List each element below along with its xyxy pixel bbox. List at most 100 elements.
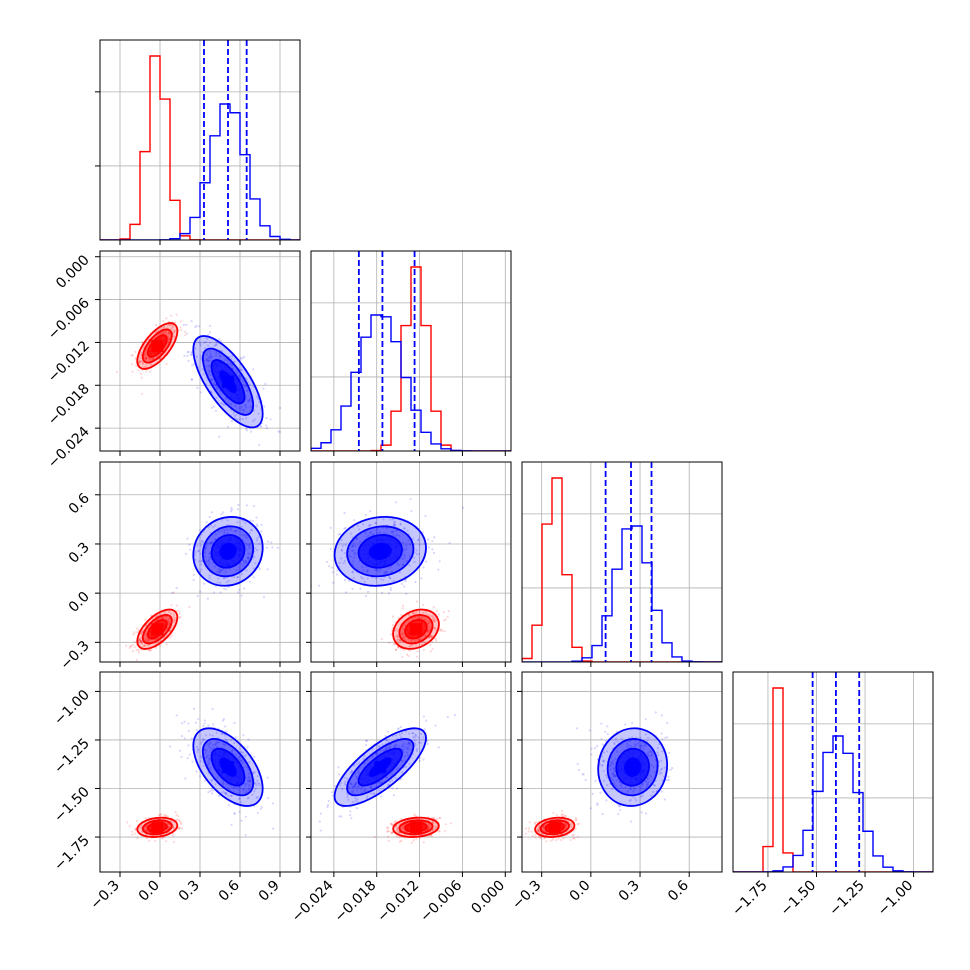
- x-tick-label: −0.012: [374, 878, 422, 926]
- sample-point: [211, 789, 214, 792]
- sample-point: [131, 363, 134, 366]
- sample-point: [246, 746, 249, 749]
- sample-point: [385, 572, 388, 575]
- sample-point: [418, 543, 421, 546]
- sample-point: [222, 403, 225, 407]
- sample-point: [349, 772, 352, 775]
- sample-point: [209, 373, 212, 376]
- sample-point: [417, 638, 420, 642]
- sample-point: [180, 722, 184, 725]
- sample-point: [172, 591, 175, 594]
- sample-point: [214, 585, 217, 588]
- sample-point: [220, 339, 223, 342]
- sample-point: [145, 635, 148, 638]
- sample-point: [402, 829, 405, 832]
- sample-point: [225, 791, 228, 795]
- sample-point: [368, 523, 371, 527]
- panel-plot-area: [100, 462, 300, 662]
- sample-point: [399, 523, 402, 526]
- sample-point: [212, 381, 216, 384]
- sample-point: [425, 613, 428, 616]
- sample-point: [427, 631, 430, 634]
- sample-point: [254, 787, 257, 791]
- sample-point: [204, 560, 208, 563]
- sample-point: [376, 568, 379, 572]
- sample-point: [190, 378, 193, 381]
- sample-point: [384, 748, 388, 751]
- sample-point: [194, 325, 197, 329]
- sample-point: [431, 615, 434, 618]
- sample-point: [362, 523, 365, 526]
- sample-point: [422, 736, 425, 739]
- sample-point: [401, 626, 405, 629]
- sample-point: [214, 742, 218, 745]
- sample-point: [237, 591, 240, 594]
- sample-point: [172, 826, 175, 829]
- sample-point: [262, 387, 265, 390]
- sample-point: [209, 766, 212, 770]
- sample-point: [238, 786, 241, 789]
- sample-point: [232, 786, 235, 789]
- sample-point: [230, 794, 233, 797]
- sample-point: [650, 751, 654, 754]
- sample-point: [404, 638, 407, 642]
- sample-point: [364, 532, 367, 535]
- sample-point: [403, 742, 406, 745]
- sample-point: [178, 819, 181, 822]
- panel-plot-area: [311, 251, 511, 451]
- sample-point: [435, 826, 438, 829]
- sample-point: [213, 344, 216, 347]
- sample-point: [410, 639, 413, 642]
- sample-point: [248, 552, 251, 555]
- sample-point: [660, 767, 663, 771]
- sample-point: [257, 397, 260, 400]
- sample-point: [407, 745, 410, 748]
- sample-point: [443, 619, 446, 622]
- sample-point: [413, 616, 416, 619]
- sample-point: [214, 383, 218, 386]
- sample-point: [217, 794, 221, 797]
- sample-point: [543, 825, 546, 828]
- sample-point: [175, 609, 179, 613]
- contour-2: [357, 747, 403, 787]
- corner-panels: −0.024−0.018−0.012−0.0060.000−0.30.00.30…: [45, 39, 934, 926]
- sample-point: [221, 732, 224, 735]
- sample-point: [429, 626, 432, 629]
- sample-point: [653, 784, 656, 787]
- sample-point: [139, 632, 143, 636]
- histogram-panel-0: [95, 39, 301, 245]
- sample-point: [560, 813, 563, 816]
- sample-point: [222, 790, 225, 793]
- contour-1: [398, 819, 434, 836]
- sample-point: [217, 567, 221, 571]
- sample-point: [167, 610, 171, 613]
- sample-point: [545, 840, 548, 843]
- sample-point: [248, 785, 251, 788]
- sample-point: [208, 552, 211, 555]
- sample-point: [332, 581, 335, 584]
- sample-point: [172, 620, 175, 623]
- sample-point: [399, 640, 403, 643]
- sample-point: [398, 639, 402, 642]
- sample-point: [139, 641, 142, 644]
- sample-point: [551, 838, 554, 841]
- sample-point: [219, 571, 222, 574]
- contour-0: [392, 608, 440, 650]
- sample-point: [401, 760, 404, 763]
- sample-point: [354, 783, 357, 787]
- sample-point: [237, 373, 241, 377]
- sample-point: [144, 352, 147, 356]
- sample-point: [210, 406, 213, 409]
- sample-point: [377, 781, 380, 784]
- sample-point: [357, 770, 360, 773]
- sample-point: [412, 612, 415, 615]
- sample-point: [203, 547, 207, 550]
- sample-point: [214, 354, 218, 357]
- sample-point: [233, 529, 236, 532]
- sample-point: [251, 451, 253, 453]
- sample-point: [208, 349, 211, 353]
- sample-point: [404, 544, 408, 547]
- sample-point: [134, 356, 138, 359]
- sample-point: [361, 577, 364, 580]
